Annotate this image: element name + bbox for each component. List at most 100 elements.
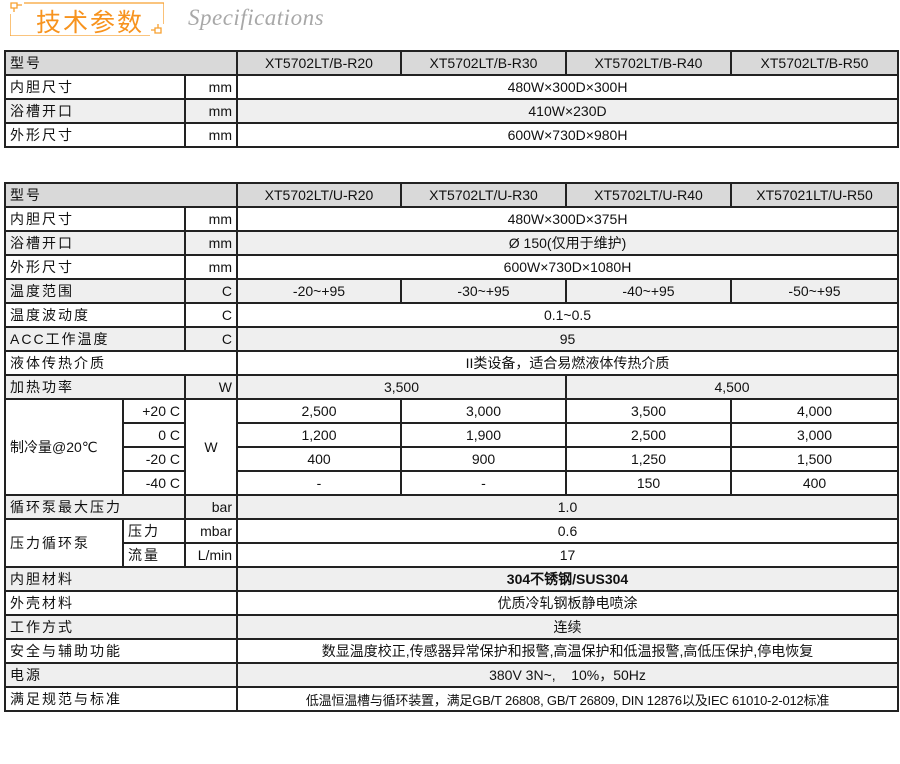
row-value: 4,000 xyxy=(730,398,899,424)
row-label: 电源 xyxy=(4,662,238,688)
model-name: XT57021LT/U-R50 xyxy=(730,182,899,208)
row-value: 600W×730D×980H xyxy=(236,122,899,148)
row-value: 数显温度校正,传感器异常保护和报警,高温保护和低温报警,高低压保护,停电恢复 xyxy=(236,638,899,664)
table-row: 制冷量@20℃ +20 C W 2,500 3,000 3,500 4,000 xyxy=(4,398,899,496)
row-label: 压力循环泵 xyxy=(4,518,124,568)
row-value: 150 xyxy=(565,470,732,496)
model-name: XT5702LT/U-R30 xyxy=(400,182,567,208)
row-label: 浴槽开口 xyxy=(4,230,186,256)
table-row: 安全与辅助功能 数显温度校正,传感器异常保护和报警,高温保护和低温报警,高低压保… xyxy=(4,638,899,664)
title-frame-ornament xyxy=(10,2,164,36)
row-label: 外形尺寸 xyxy=(4,122,186,148)
model-name: XT5702LT/U-R20 xyxy=(236,182,402,208)
row-unit: mbar xyxy=(184,518,238,544)
model-name: XT5702LT/B-R40 xyxy=(565,50,732,76)
row-unit: mm xyxy=(184,74,238,100)
model-name: XT5702LT/U-R40 xyxy=(565,182,732,208)
row-label: 循环泵最大压力 xyxy=(4,494,186,520)
row-label: 内胆材料 xyxy=(4,566,238,592)
row-value: II类设备，适合易燃液体传热介质 xyxy=(236,350,899,376)
table-header-row: 型号 XT5702LT/U-R20 XT5702LT/U-R30 XT5702L… xyxy=(4,182,899,208)
spec-table-b-series: 型号 XT5702LT/B-R20 XT5702LT/B-R30 XT5702L… xyxy=(4,50,899,148)
row-label: 安全与辅助功能 xyxy=(4,638,238,664)
table-row: 外壳材料 优质冷轧钢板静电喷涂 xyxy=(4,590,899,616)
row-label: 加热功率 xyxy=(4,374,186,400)
row-value: - xyxy=(400,470,567,496)
row-unit: C xyxy=(184,302,238,328)
model-name: XT5702LT/B-R30 xyxy=(400,50,567,76)
sub-label: 压力 xyxy=(122,518,186,544)
table-row: ACC工作温度 C 95 xyxy=(4,326,899,352)
model-name: XT5702LT/B-R20 xyxy=(236,50,402,76)
row-unit: C xyxy=(184,278,238,304)
row-label: ACC工作温度 xyxy=(4,326,186,352)
table-row: 满足规范与标准 低温恒温槽与循环装置，满足GB/T 26808, GB/T 26… xyxy=(4,686,899,712)
cooling-temp: +20 C xyxy=(122,398,186,424)
row-value: 连续 xyxy=(236,614,899,640)
row-value: 304不锈钢/SUS304 xyxy=(236,566,899,592)
row-label: 内胆尺寸 xyxy=(4,74,186,100)
cooling-temp: -20 C xyxy=(122,446,186,472)
row-value: 0.6 xyxy=(236,518,899,544)
table-row: 浴槽开口 mm Ø 150(仅用于维护) xyxy=(4,230,899,256)
row-value: 400 xyxy=(236,446,402,472)
row-label: 满足规范与标准 xyxy=(4,686,238,712)
row-value: - xyxy=(236,470,402,496)
table-row: 内胆材料 304不锈钢/SUS304 xyxy=(4,566,899,592)
row-unit: mm xyxy=(184,98,238,124)
row-unit: W xyxy=(184,374,238,400)
row-value: -40~+95 xyxy=(565,278,732,304)
row-label: 液体传热介质 xyxy=(4,350,238,376)
table-row: 外形尺寸 mm 600W×730D×1080H xyxy=(4,254,899,280)
row-value: 17 xyxy=(236,542,899,568)
row-value: 3,500 xyxy=(565,398,732,424)
table-row: 温度范围 C -20~+95 -30~+95 -40~+95 -50~+95 xyxy=(4,278,899,304)
row-label: 内胆尺寸 xyxy=(4,206,186,232)
row-value: -30~+95 xyxy=(400,278,567,304)
row-value: -20~+95 xyxy=(236,278,402,304)
section-title-en: Specifications xyxy=(188,5,325,30)
table-row: 外形尺寸 mm 600W×730D×980H xyxy=(4,122,899,148)
row-value: Ø 150(仅用于维护) xyxy=(236,230,899,256)
row-value: 1,250 xyxy=(565,446,732,472)
row-unit: mm xyxy=(184,254,238,280)
row-value: 900 xyxy=(400,446,567,472)
row-value: 3,000 xyxy=(400,398,567,424)
row-value: 400 xyxy=(730,470,899,496)
row-value: 优质冷轧钢板静电喷涂 xyxy=(236,590,899,616)
row-value: 低温恒温槽与循环装置，满足GB/T 26808, GB/T 26809, DIN… xyxy=(236,686,899,712)
row-value: 2,500 xyxy=(236,398,402,424)
row-unit: L/min xyxy=(184,542,238,568)
table-row: 温度波动度 C 0.1~0.5 xyxy=(4,302,899,328)
spec-table-u-series: 型号 XT5702LT/U-R20 XT5702LT/U-R30 XT5702L… xyxy=(4,182,899,712)
row-label: 外形尺寸 xyxy=(4,254,186,280)
table-row: -20 C 400 900 1,250 1,500 xyxy=(5,446,899,472)
row-unit: mm xyxy=(184,122,238,148)
row-label: 温度波动度 xyxy=(4,302,186,328)
table-row: -40 C - - 150 400 xyxy=(5,470,899,496)
row-value: 1.0 xyxy=(236,494,899,520)
table-row: 内胆尺寸 mm 480W×300D×300H xyxy=(4,74,899,100)
row-label: 制冷量@20℃ xyxy=(4,398,124,496)
cooling-temp: 0 C xyxy=(122,422,186,448)
row-label: 浴槽开口 xyxy=(4,98,186,124)
row-value: 95 xyxy=(236,326,899,352)
row-unit: W xyxy=(184,398,238,496)
row-value: 480W×300D×300H xyxy=(236,74,899,100)
model-label: 型号 xyxy=(4,182,238,208)
table-row: 液体传热介质 II类设备，适合易燃液体传热介质 xyxy=(4,350,899,376)
table-row: 电源 380V 3N~, 10%，50Hz xyxy=(4,662,899,688)
table-row: 浴槽开口 mm 410W×230D xyxy=(4,98,899,124)
row-value: 1,500 xyxy=(730,446,899,472)
table-row: 循环泵最大压力 bar 1.0 xyxy=(4,494,899,520)
row-unit: mm xyxy=(184,230,238,256)
sub-label: 流量 xyxy=(122,542,186,568)
table-row: 流量 L/min 17 xyxy=(5,542,899,568)
model-name: XT5702LT/B-R50 xyxy=(730,50,899,76)
table-header-row: 型号 XT5702LT/B-R20 XT5702LT/B-R30 XT5702L… xyxy=(4,50,899,76)
row-value: 0.1~0.5 xyxy=(236,302,899,328)
table-row: 0 C 1,200 1,900 2,500 3,000 xyxy=(5,422,899,448)
row-unit: bar xyxy=(184,494,238,520)
row-unit: mm xyxy=(184,206,238,232)
row-value: 4,500 xyxy=(565,374,899,400)
